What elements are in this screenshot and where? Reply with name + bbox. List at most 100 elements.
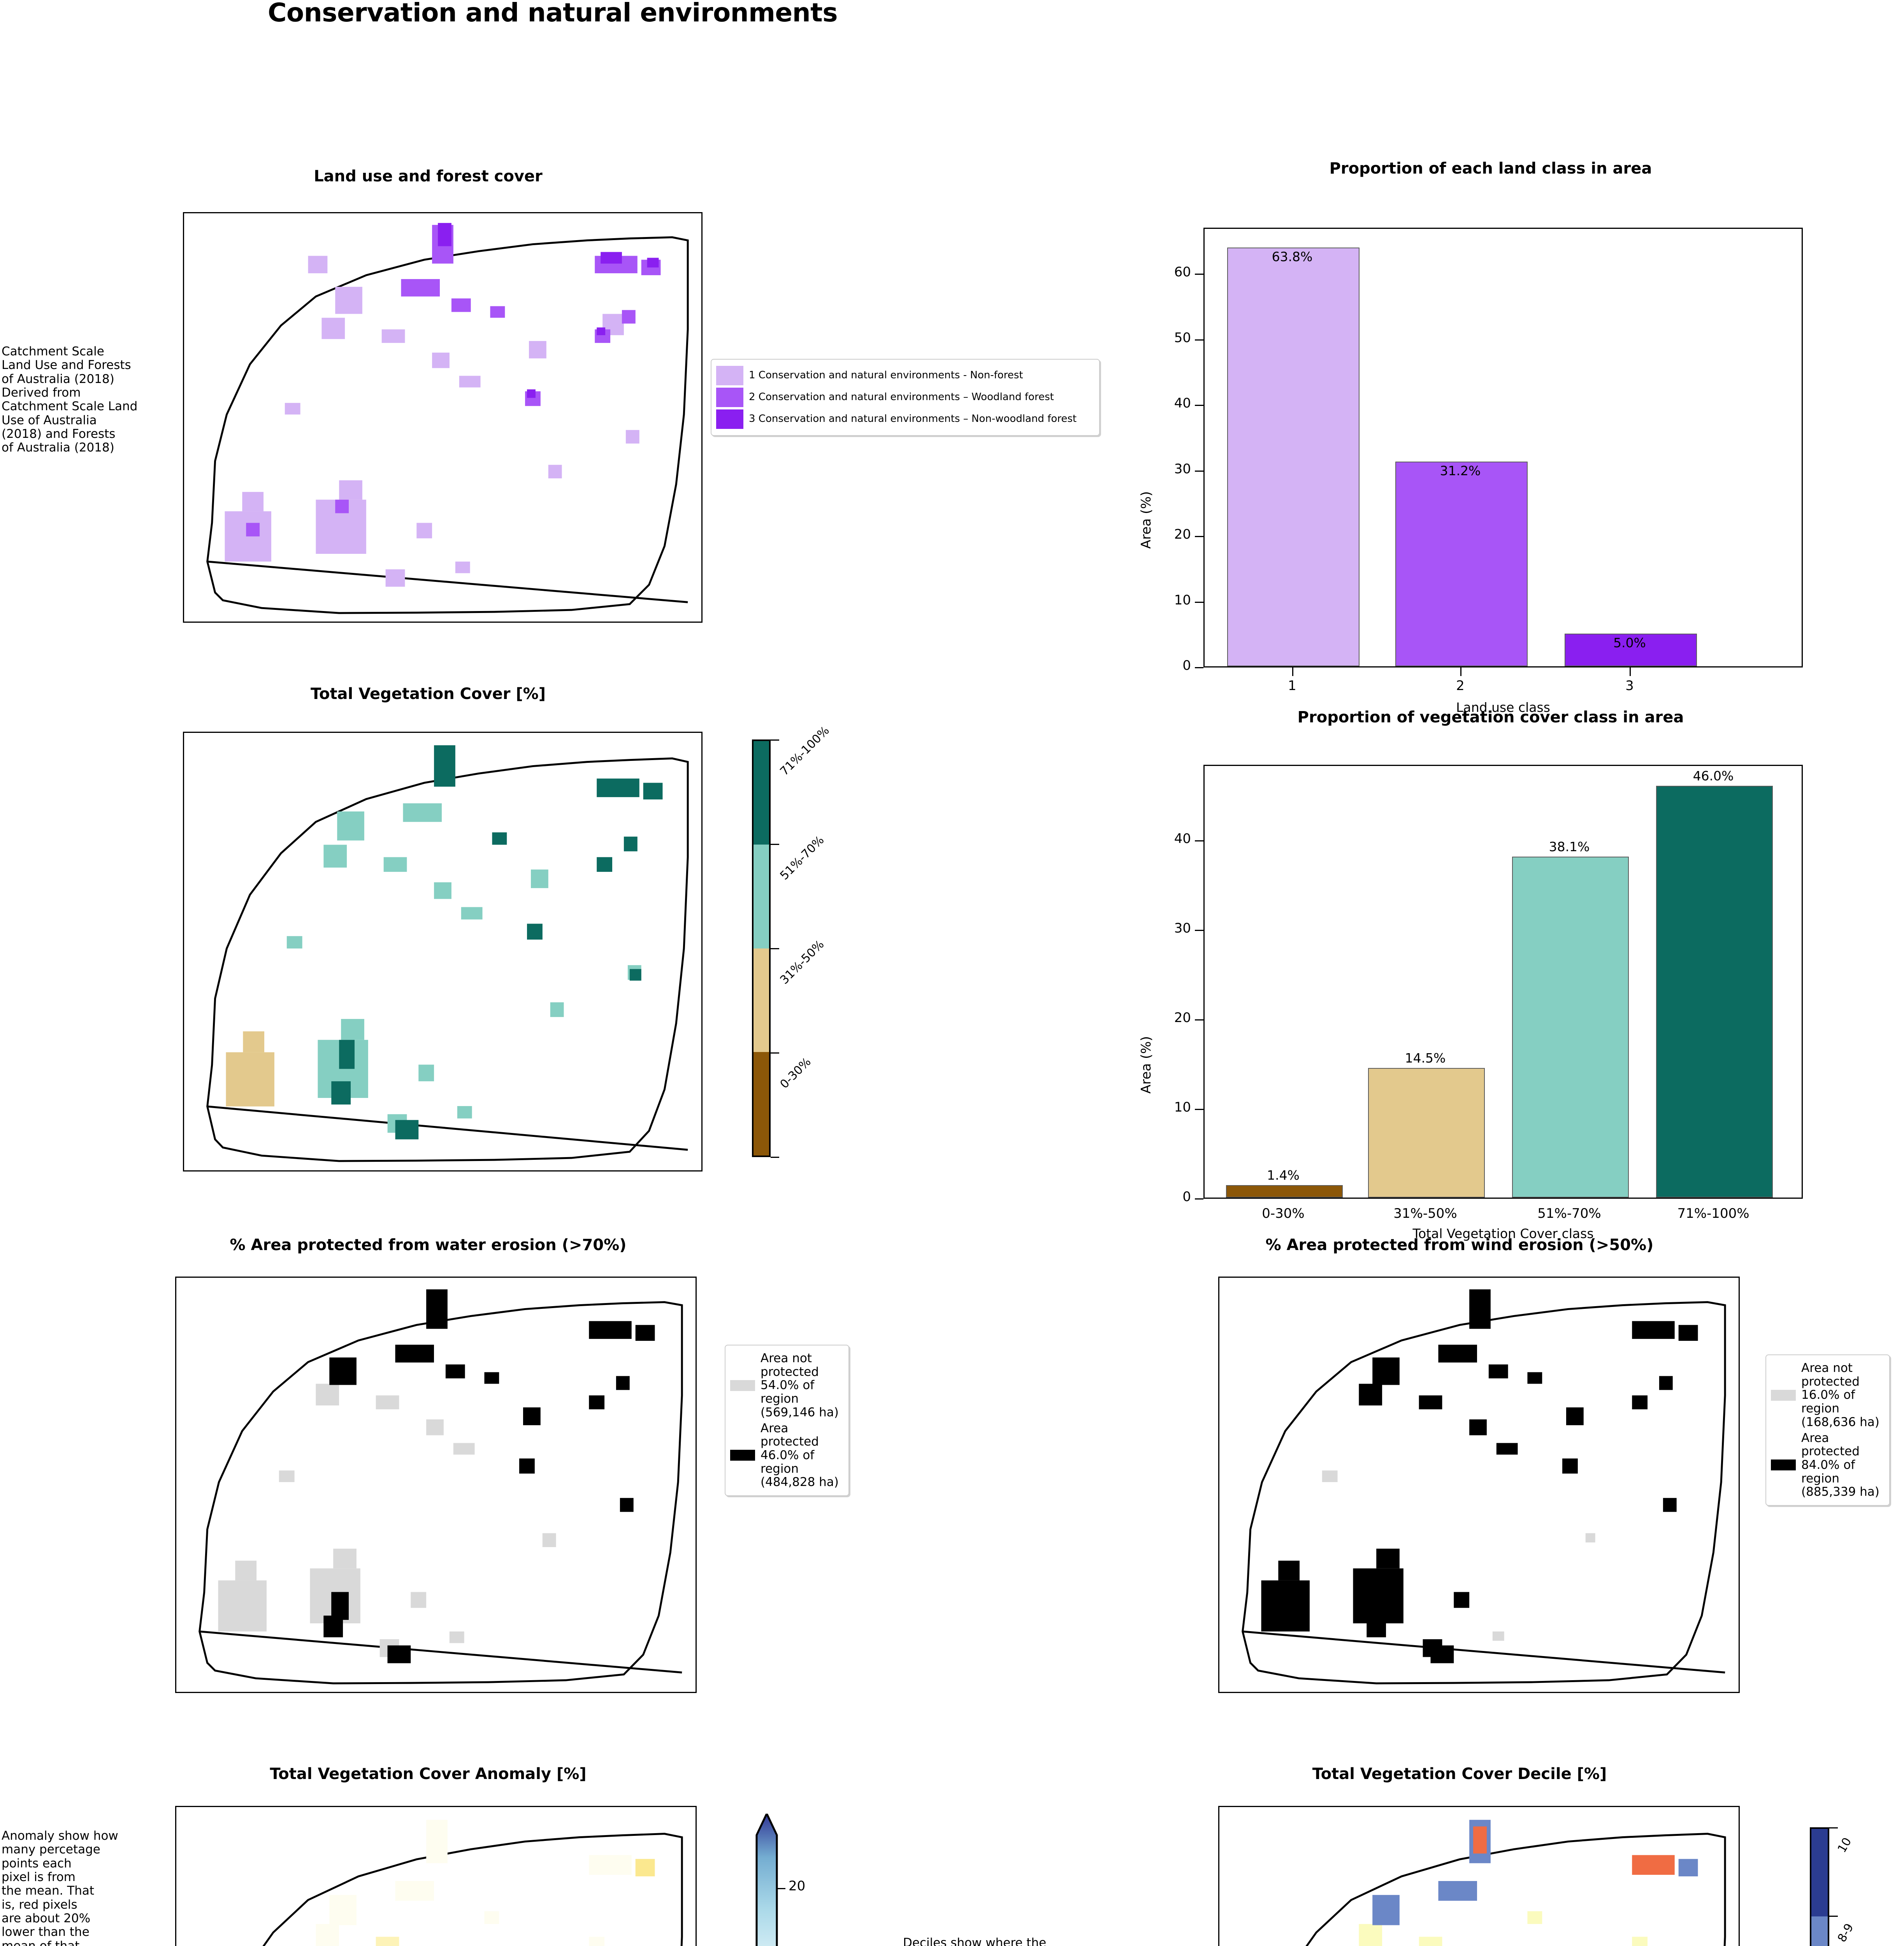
legend-label-protected: Area protected 46.0% of region (484,828 … (761, 1421, 839, 1489)
land-use-map[interactable] (183, 212, 703, 623)
cbar-seg-71-100 (754, 741, 769, 845)
veg-cover-map-title: Total Vegetation Cover [%] (310, 685, 546, 703)
x-tick-label-3: 3 (1625, 678, 1634, 694)
anomaly-explanation: Anomaly show how many percetage points e… (2, 1829, 118, 1946)
legend-item: Area protected 46.0% of region (484,828 … (730, 1421, 844, 1489)
land-use-map-graphic (206, 223, 689, 614)
legend-label-2: 2 Conservation and natural environments … (749, 391, 1054, 403)
cbar-seg-51-70 (754, 845, 769, 948)
bar-label-71-100: 46.0% (1693, 768, 1734, 783)
legend-item: Area not protected 16.0% of region (168,… (1771, 1361, 1885, 1429)
wind-erosion-map-title: % Area protected from wind erosion (>50%… (1265, 1236, 1654, 1254)
legend-label-not-protected: Area not protected 54.0% of region (569,… (761, 1351, 839, 1419)
land-use-legend: 1 Conservation and natural environments … (711, 359, 1100, 436)
cbar-tick (1829, 1827, 1838, 1828)
decile-explanation: Deciles show where the pixel value lies … (903, 1936, 1047, 1946)
water-erosion-map-title: % Area protected from water erosion (>70… (230, 1236, 627, 1254)
land-class-plot (1203, 228, 1803, 667)
y-tick (1195, 1019, 1203, 1020)
decile-colorbar (1810, 1827, 1829, 1946)
y-tick (1195, 471, 1203, 472)
y-tick (1195, 339, 1203, 341)
cbar-tick (771, 1052, 779, 1054)
water-erosion-map-graphic (198, 1289, 683, 1684)
legend-swatch-not-protected (1771, 1389, 1796, 1401)
bar-71-100[interactable] (1656, 786, 1773, 1198)
cbar-seg-0-30 (754, 1052, 769, 1156)
bar-51-70[interactable] (1512, 857, 1629, 1198)
anomaly-colorbar (755, 1811, 778, 1946)
bar-2[interactable] (1395, 462, 1528, 666)
cbar-seg-8-9 (1811, 1916, 1828, 1946)
x-tick-label-31-50: 31%-50% (1393, 1206, 1457, 1221)
page-title: Conservation and natural environments (267, 0, 838, 28)
water-erosion-map[interactable] (175, 1277, 697, 1693)
bar-1[interactable] (1227, 248, 1359, 666)
cbar-tick (771, 1157, 779, 1158)
bar-label-2: 31.2% (1440, 463, 1481, 478)
veg-cover-map-graphic (206, 745, 689, 1162)
bar-label-3: 5.0% (1613, 635, 1646, 650)
anomaly-map-graphic (262, 1820, 683, 1946)
legend-item: 1 Conservation and natural environments … (716, 366, 1094, 385)
y-tick-label-40: 40 (1174, 395, 1191, 411)
y-tick (1195, 602, 1203, 603)
y-tick (1195, 930, 1203, 931)
anomaly-cbar-label-20: 20 (789, 1878, 806, 1894)
veg-cover-chart: Proportion of vegetation cover class in … (1121, 708, 1860, 1241)
y-tick (1195, 1109, 1203, 1110)
veg-cover-map[interactable] (183, 732, 703, 1171)
wind-erosion-map-graphic (1242, 1289, 1726, 1684)
x-tick-label-0-30: 0-30% (1262, 1206, 1305, 1221)
y-tick (1195, 840, 1203, 841)
land-use-source-note: Catchment Scale Land Use and Forests of … (2, 344, 138, 455)
y-tick-label-30: 30 (1174, 461, 1191, 477)
legend-swatch-1 (716, 366, 743, 385)
legend-item: 3 Conservation and natural environments … (716, 409, 1094, 429)
veg-cover-colorbar (752, 739, 771, 1157)
cbar-label-51-70: 51%-70% (777, 833, 827, 883)
anomaly-map[interactable] (175, 1806, 697, 1946)
land-class-x-axis-title: Land use class (1456, 700, 1550, 715)
x-tick-label-71-100: 71%-100% (1677, 1206, 1749, 1221)
anomaly-colorbar-graphic (755, 1811, 778, 1946)
cbar-tick (1829, 1916, 1838, 1917)
legend-swatch-protected (1771, 1460, 1796, 1471)
bar-label-51-70: 38.1% (1549, 839, 1590, 854)
cbar-label-0-30: 0-30% (777, 1055, 814, 1091)
y-tick (1195, 667, 1203, 668)
legend-item: 2 Conservation and natural environments … (716, 388, 1094, 407)
legend-swatch-not-protected (730, 1380, 755, 1391)
y-tick (1195, 405, 1203, 406)
decile-cbar-label-8-9: 8-9 (1835, 1921, 1857, 1945)
bar-3[interactable] (1565, 634, 1697, 666)
bar-label-1: 63.8% (1272, 249, 1313, 264)
bar-31-50[interactable] (1368, 1068, 1485, 1198)
legend-item: Area not protected 54.0% of region (569,… (730, 1352, 844, 1419)
y-tick-label-20: 20 (1174, 1010, 1191, 1026)
y-tick-label-0: 0 (1182, 1189, 1191, 1205)
x-tick-label-1: 1 (1288, 678, 1296, 694)
y-tick-label-10: 10 (1174, 592, 1191, 608)
x-tick (1292, 667, 1293, 676)
y-tick-label-30: 30 (1174, 920, 1191, 936)
y-tick (1195, 536, 1203, 537)
y-tick-label-0: 0 (1182, 658, 1191, 673)
land-use-map-title: Land use and forest cover (314, 167, 543, 185)
decile-cbar-label-10: 10 (1835, 1835, 1855, 1855)
legend-swatch-protected (730, 1450, 755, 1461)
y-tick-label-50: 50 (1174, 330, 1191, 346)
legend-label-3: 3 Conservation and natural environments … (749, 413, 1077, 425)
veg-cover-chart-title: Proportion of vegetation cover class in … (1297, 708, 1684, 726)
cbar-tick (771, 739, 779, 741)
wind-erosion-map[interactable] (1218, 1277, 1740, 1693)
land-class-chart: Proportion of each land class in area Ar… (1121, 156, 1860, 715)
cbar-label-31-50: 31%-50% (777, 938, 827, 987)
bar-label-0-30: 1.4% (1267, 1168, 1300, 1183)
bar-0-30[interactable] (1226, 1185, 1343, 1198)
legend-label-not-protected: Area not protected 16.0% of region (168,… (1801, 1361, 1879, 1429)
cbar-label-71-100: 71%-100% (777, 724, 832, 778)
land-class-chart-title: Proportion of each land class in area (1329, 160, 1652, 177)
decile-map[interactable] (1218, 1806, 1740, 1946)
cbar-seg-10 (1811, 1829, 1828, 1917)
